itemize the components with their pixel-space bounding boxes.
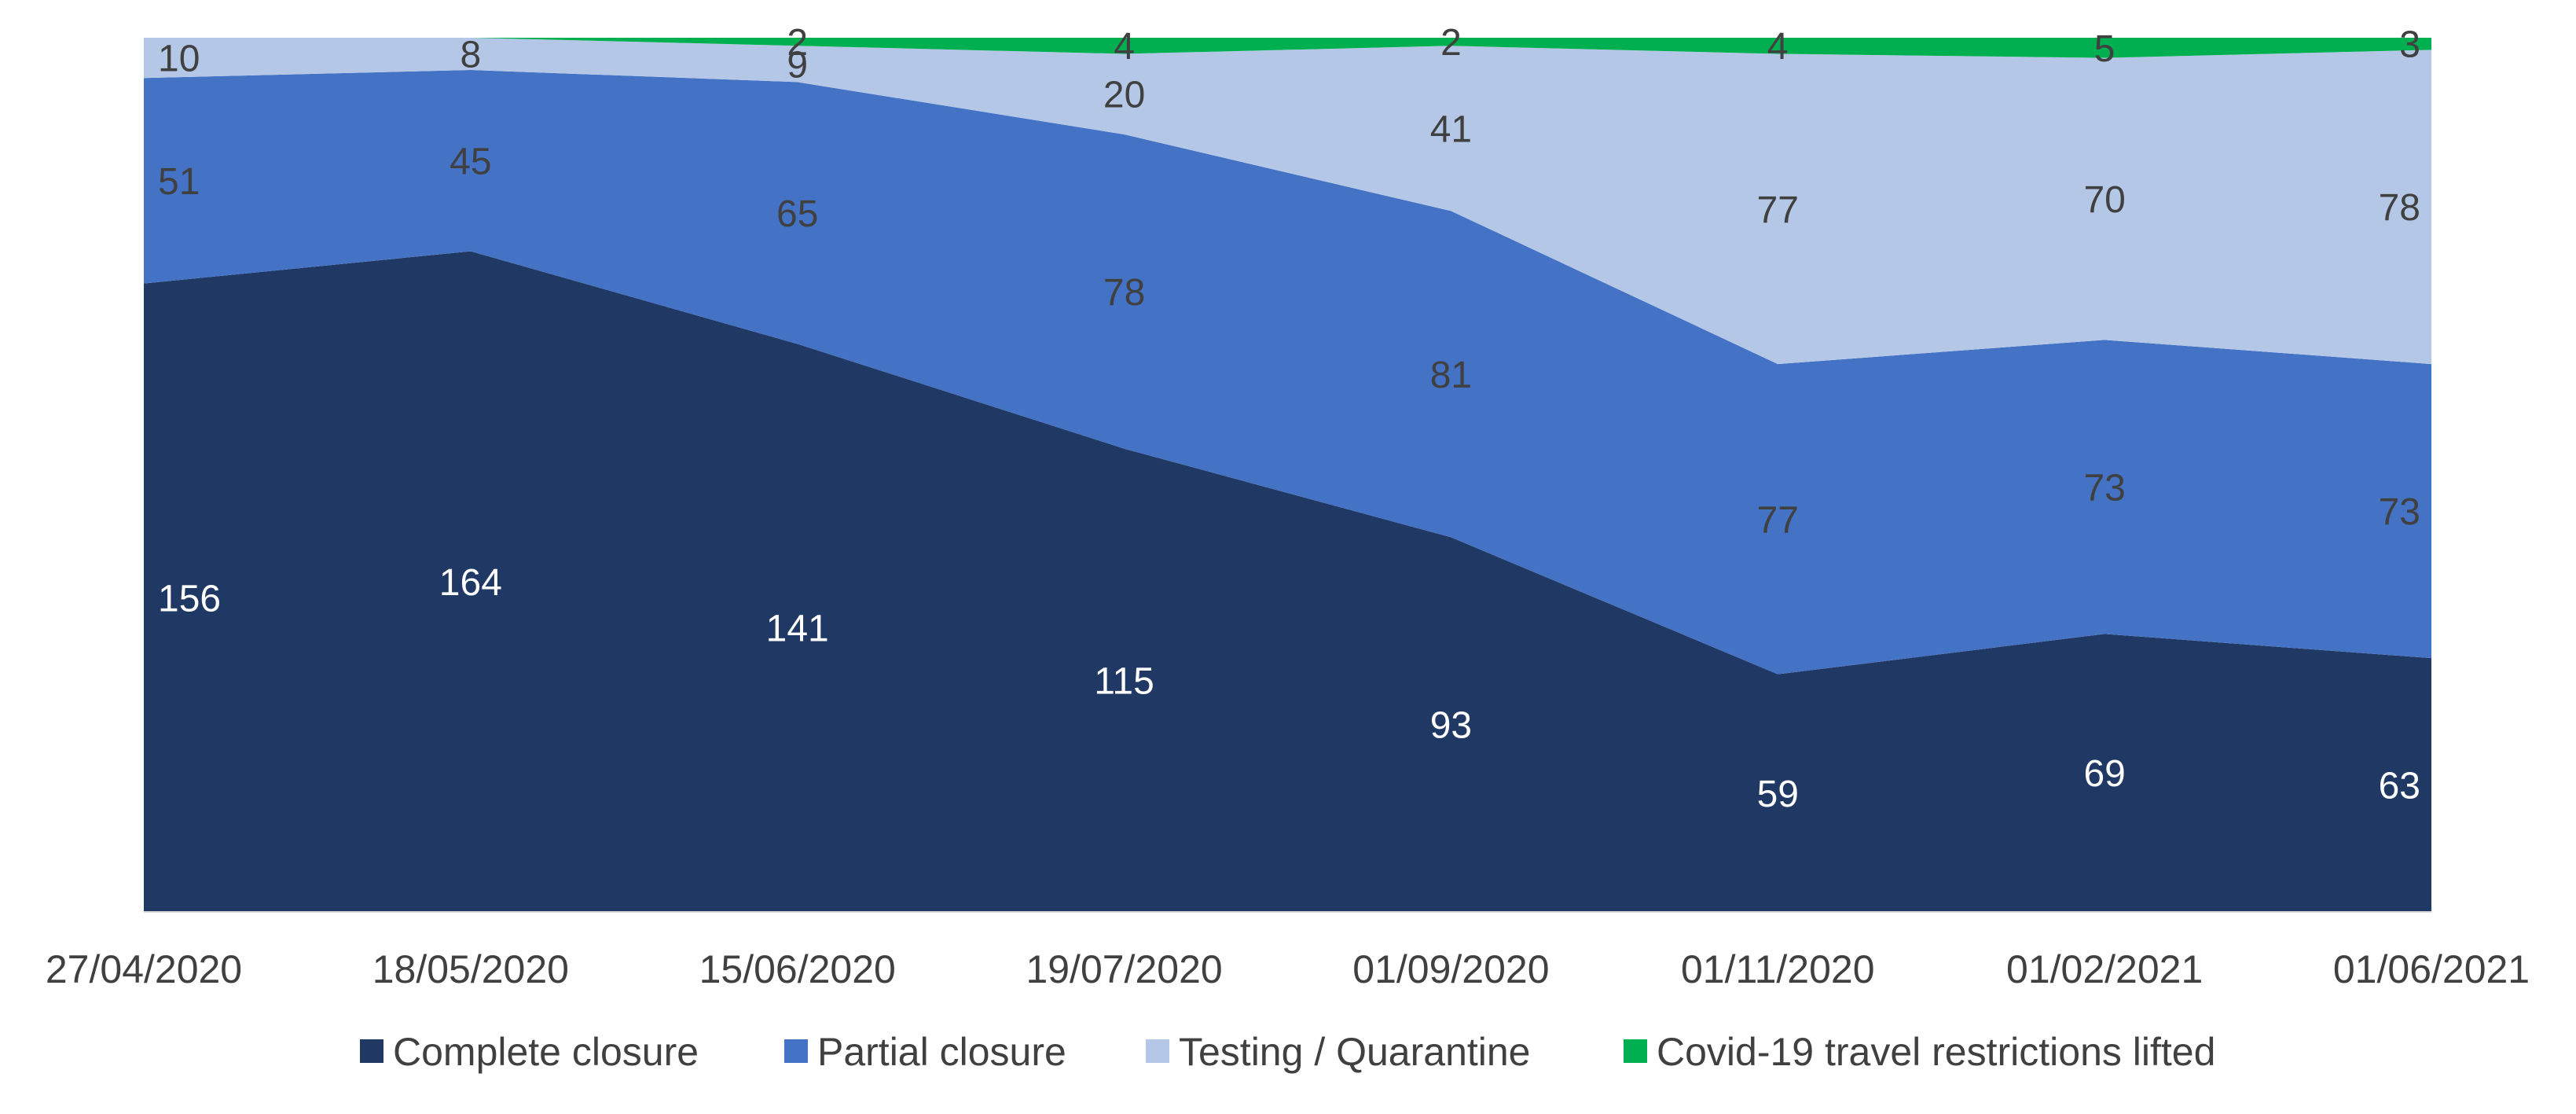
area-testing-quarantine [144,38,2431,365]
x-tick-label: 01/11/2020 [1681,947,1875,991]
area-series-group [144,38,2431,912]
data-label-testing-quarantine: 70 [2083,179,2125,221]
legend: Complete closure Partial closure Testing /… [360,1030,2215,1074]
data-label-partial-closure: 73 [2379,491,2420,533]
data-label-partial-closure: 78 [1103,272,1145,314]
data-label-testing-quarantine: 10 [158,39,200,80]
x-tick-label: 27/04/2020 [46,947,242,991]
data-label-complete-closure: 141 [766,608,829,650]
legend-label-complete-closure: Complete closure [393,1030,699,1074]
data-label-testing-quarantine: 41 [1430,108,1472,150]
x-tick-label: 01/06/2021 [2333,947,2530,991]
data-label-testing-quarantine: 20 [1103,75,1145,116]
area-complete-closure [144,251,2431,912]
x-tick-label: 01/02/2021 [2006,947,2203,991]
data-label-covid-19-travel-restrictions-lifted: 3 [2399,24,2420,66]
data-label-complete-closure: 69 [2083,753,2125,795]
legend-swatch-partial-closure [784,1039,808,1063]
data-label-covid-19-travel-restrictions-lifted: 2 [1440,22,1462,64]
area-covid-19-travel-restrictions-lifted [144,38,2431,58]
legend-label-partial-closure: Partial closure [817,1030,1066,1074]
data-label-testing-quarantine: 77 [1757,189,1799,231]
data-label-partial-closure: 51 [158,161,200,203]
data-label-partial-closure: 81 [1430,355,1472,396]
data-label-complete-closure: 115 [1094,660,1154,702]
data-label-testing-quarantine: 9 [787,44,808,86]
data-label-partial-closure: 77 [1757,499,1799,541]
data-label-testing-quarantine: 8 [461,34,482,75]
data-label-partial-closure: 73 [2083,467,2125,509]
x-tick-labels: 27/04/2020 18/05/2020 15/06/2020 19/07/2020… [46,947,2530,991]
data-label-complete-closure: 156 [158,578,221,620]
x-tick-label: 18/05/2020 [372,947,569,991]
data-label-covid-19-travel-restrictions-lifted: 4 [1767,26,1789,68]
legend-swatch-testing-quarantine [1146,1039,1169,1063]
x-tick-label: 01/09/2020 [1352,947,1549,991]
data-label-covid-19-travel-restrictions-lifted: 4 [1114,26,1135,68]
x-tick-label: 19/07/2020 [1026,947,1222,991]
legend-swatch-complete-closure [360,1039,383,1063]
data-label-complete-closure: 164 [439,562,502,604]
legend-swatch-covid-19-travel-restrictions-lifted [1624,1039,1647,1063]
data-label-complete-closure: 93 [1430,705,1472,747]
data-label-partial-closure: 45 [450,141,491,182]
x-tick-label: 15/06/2020 [699,947,896,991]
data-label-covid-19-travel-restrictions-lifted: 2 [787,22,808,64]
data-label-partial-closure: 65 [776,193,818,235]
data-label-complete-closure: 63 [2379,766,2420,807]
data-label-testing-quarantine: 78 [2379,187,2420,229]
data-label-covid-19-travel-restrictions-lifted: 5 [2094,28,2115,70]
legend-label-covid-19-travel-restrictions-lifted: Covid-19 travel restrictions lifted [1657,1030,2215,1074]
area-partial-closure [144,69,2431,675]
legend-label-testing-quarantine: Testing / Quarantine [1179,1030,1531,1074]
data-label-complete-closure: 59 [1757,774,1799,815]
